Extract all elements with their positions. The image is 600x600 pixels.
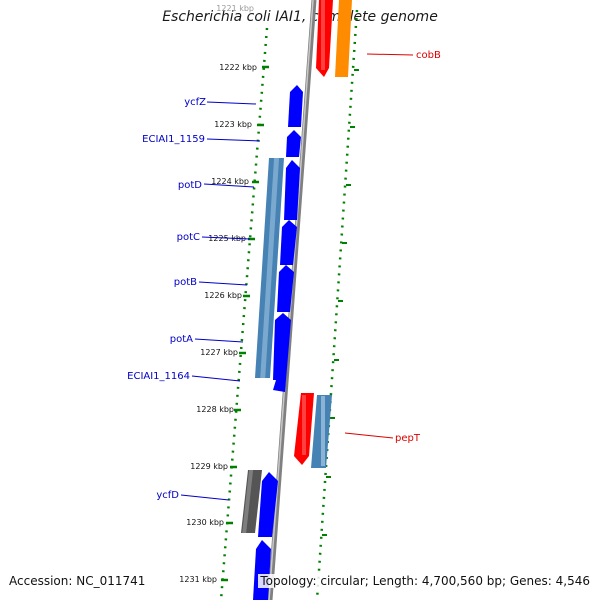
feature-steelblue-right-highlight [321,396,325,466]
grey-feature-highlight [242,470,254,533]
gene-label-potA: potA [170,334,193,345]
tick-label: 1223 kbp [214,120,252,129]
plus-label-leaders [344,53,414,439]
topology-summary: Topology: circular; Length: 4,700,560 bp… [258,574,592,588]
gene-label-potD: potD [178,180,202,191]
gene-label-cobB: cobB [416,50,441,61]
tick-labels: 1221 kbp 1222 kbp 1223 kbp 1224 kbp 1225… [179,4,257,584]
plus-gene-labels: cobB pepT [395,50,441,444]
gene-label-ECIAI1_1164: ECIAI1_1164 [127,371,190,382]
potC-gene [280,220,297,265]
tick-label: 1230 kbp [186,518,224,527]
major-ticks [221,65,269,582]
backbone-line [267,0,317,600]
potD-gene [284,160,300,220]
ECIAI1_1164-gene [273,380,286,392]
outer-ticks [322,69,359,536]
gene-label-potB: potB [174,277,197,288]
cobB-feature-orange [335,0,352,77]
feature-top-red-highlight [321,0,325,70]
pepT-feature-red-highlight [302,395,306,455]
ycfD-gene [258,472,278,537]
gene-bottom [253,540,271,600]
gene-label-ycfD: ycfD [156,490,179,501]
tick-label: 1227 kbp [200,348,238,357]
gene-label-pepT: pepT [395,433,421,444]
tick-label: 1229 kbp [190,462,228,471]
potA-gene [273,313,291,380]
accession-text: Accession: NC_011741 [7,574,148,588]
minus-label-leaders [180,101,261,501]
potABC-steelblue-highlight [260,158,280,378]
genome-title: Escherichia coli IAI1, complete genome [162,9,438,25]
tick-label: 1226 kbp [204,291,242,300]
tick-label: 1224 kbp [211,177,249,186]
tick-label: 1231 kbp [179,575,217,584]
gene-label-ECIAI1_1159: ECIAI1_1159 [142,134,205,145]
gene-label-ycfZ: ycfZ [184,97,206,108]
ECIAI1_1159-gene [286,130,301,157]
potB-gene [277,265,294,312]
gene-label-potC: potC [177,232,200,243]
tick-label: 1228 kbp [196,405,234,414]
tick-label: 1222 kbp [219,63,257,72]
minus-gene-labels: ycfZ ECIAI1_1159 potD potC potB potA ECI… [127,97,206,501]
plus-strand-features [294,0,352,468]
outer-dotted-track [315,9,359,600]
tick-label: 1221 kbp [216,4,254,13]
ycfZ-gene [288,85,303,127]
minus-strand-features [241,85,303,600]
